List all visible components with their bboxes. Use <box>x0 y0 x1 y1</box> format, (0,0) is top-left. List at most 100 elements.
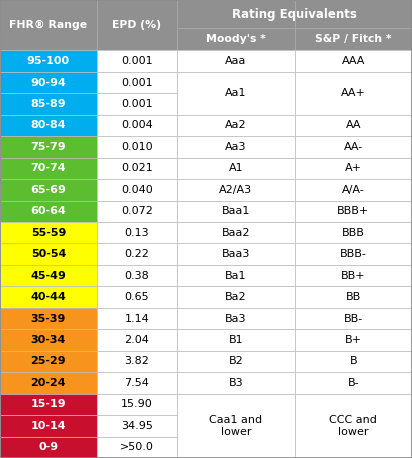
Bar <box>177 372 295 393</box>
Bar <box>97 372 177 393</box>
Text: 40-44: 40-44 <box>30 292 66 302</box>
Text: AA: AA <box>346 120 361 131</box>
Text: 50-54: 50-54 <box>31 249 66 259</box>
Bar <box>97 393 177 415</box>
Text: 90-94: 90-94 <box>30 77 66 87</box>
Text: 45-49: 45-49 <box>30 271 66 281</box>
Bar <box>97 179 177 201</box>
Bar <box>295 244 412 265</box>
Bar <box>177 201 295 222</box>
Bar <box>97 265 177 286</box>
Bar <box>177 28 295 50</box>
Text: 65-69: 65-69 <box>30 185 66 195</box>
Text: Rating Equivalents: Rating Equivalents <box>232 8 357 21</box>
Bar <box>177 393 295 458</box>
Text: 2.04: 2.04 <box>124 335 150 345</box>
Bar <box>295 28 412 50</box>
Bar <box>97 201 177 222</box>
Bar <box>177 329 295 351</box>
Text: Ba1: Ba1 <box>225 271 247 281</box>
Text: 0.072: 0.072 <box>121 206 153 216</box>
Bar <box>295 158 412 179</box>
Bar <box>177 179 295 201</box>
Bar <box>0 93 97 115</box>
Text: 15-19: 15-19 <box>30 399 66 409</box>
Text: 0.001: 0.001 <box>121 56 153 66</box>
Text: 60-64: 60-64 <box>30 206 66 216</box>
Bar <box>177 222 295 244</box>
Text: 0.001: 0.001 <box>121 99 153 109</box>
Bar <box>0 286 97 308</box>
Bar <box>97 115 177 136</box>
Text: A1: A1 <box>229 164 243 174</box>
Bar <box>295 222 412 244</box>
Text: 75-79: 75-79 <box>30 142 66 152</box>
Bar <box>0 158 97 179</box>
Text: 15.90: 15.90 <box>121 399 153 409</box>
Bar <box>177 115 295 136</box>
Bar <box>97 351 177 372</box>
Bar <box>295 286 412 308</box>
Bar <box>97 136 177 158</box>
Text: EPD (%): EPD (%) <box>112 20 162 30</box>
Text: 25-29: 25-29 <box>30 356 66 366</box>
Bar <box>295 329 412 351</box>
Bar <box>0 329 97 351</box>
Bar <box>295 265 412 286</box>
Bar <box>97 329 177 351</box>
Text: 80-84: 80-84 <box>30 120 66 131</box>
Bar <box>177 244 295 265</box>
Text: BB+: BB+ <box>341 271 365 281</box>
Text: 0.040: 0.040 <box>121 185 153 195</box>
Bar <box>295 372 412 393</box>
Text: 0.001: 0.001 <box>121 77 153 87</box>
Bar <box>97 93 177 115</box>
Text: 0.021: 0.021 <box>121 164 153 174</box>
Bar <box>0 115 97 136</box>
Text: Baa2: Baa2 <box>222 228 250 238</box>
Bar <box>295 0 412 28</box>
Bar <box>295 72 412 115</box>
Bar <box>97 0 177 28</box>
Text: 34.95: 34.95 <box>121 421 153 431</box>
Bar <box>0 136 97 158</box>
Text: 3.82: 3.82 <box>124 356 150 366</box>
Bar <box>0 244 97 265</box>
Text: 85-89: 85-89 <box>30 99 66 109</box>
Bar <box>97 158 177 179</box>
Bar <box>97 0 177 50</box>
Text: AA+: AA+ <box>341 88 366 98</box>
Text: BBB+: BBB+ <box>337 206 370 216</box>
Text: 10-14: 10-14 <box>30 421 66 431</box>
Bar <box>0 308 97 329</box>
Text: 30-34: 30-34 <box>31 335 66 345</box>
Bar <box>177 351 295 372</box>
Text: 1.14: 1.14 <box>124 314 150 323</box>
Bar <box>0 0 97 50</box>
Bar <box>0 393 97 415</box>
Text: Aa2: Aa2 <box>225 120 247 131</box>
Text: AA-: AA- <box>344 142 363 152</box>
Text: Ba2: Ba2 <box>225 292 247 302</box>
Text: BBB: BBB <box>342 228 365 238</box>
Bar <box>97 72 177 93</box>
Bar <box>295 50 412 72</box>
Text: B-: B- <box>347 378 359 388</box>
Text: 0.65: 0.65 <box>125 292 149 302</box>
Text: 55-59: 55-59 <box>31 228 66 238</box>
Bar <box>177 72 295 115</box>
Text: Baa1: Baa1 <box>222 206 250 216</box>
Bar <box>177 0 295 28</box>
Text: S&P / Fitch *: S&P / Fitch * <box>315 34 391 44</box>
Bar <box>177 136 295 158</box>
Text: A2/A3: A2/A3 <box>219 185 253 195</box>
Text: B3: B3 <box>229 378 243 388</box>
Bar <box>295 308 412 329</box>
Bar <box>0 222 97 244</box>
Bar <box>0 436 97 458</box>
Bar <box>295 136 412 158</box>
Text: 35-39: 35-39 <box>31 314 66 323</box>
Bar <box>177 286 295 308</box>
Bar <box>97 244 177 265</box>
Text: Moody's *: Moody's * <box>206 34 266 44</box>
